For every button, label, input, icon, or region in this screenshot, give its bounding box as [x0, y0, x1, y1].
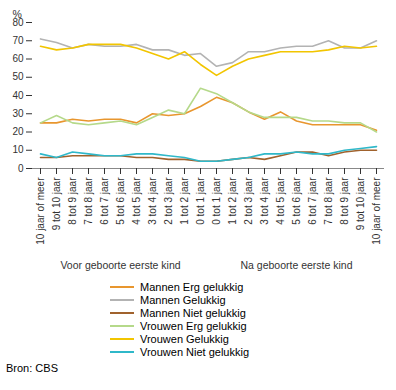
svg-text:9 tot 10 jaar: 9 tot 10 jaar — [51, 177, 62, 230]
svg-text:Na geboorte eerste kind: Na geboorte eerste kind — [240, 259, 352, 271]
svg-text:8 tot 9 jaar: 8 tot 9 jaar — [67, 177, 78, 225]
svg-text:10 jaar of meer: 10 jaar of meer — [35, 177, 46, 245]
svg-text:20: 20 — [12, 126, 24, 137]
svg-text:3 tot 4 jaar: 3 tot 4 jaar — [259, 177, 270, 225]
svg-text:30: 30 — [12, 108, 24, 119]
html-text:Mannen Niet gelukkig: Mannen Niet gelukkig — [140, 306, 246, 319]
svg-text:70: 70 — [12, 35, 24, 46]
svg-text:8 tot 9 jaar: 8 tot 9 jaar — [339, 177, 350, 225]
svg-text:10: 10 — [12, 144, 24, 155]
svg-text:1 tot 2 jaar: 1 tot 2 jaar — [227, 177, 238, 225]
svg-text:10 jaar of meer: 10 jaar of meer — [371, 177, 382, 245]
svg-text:7 tot 8 jaar: 7 tot 8 jaar — [323, 177, 334, 225]
svg-text:4 tot 5 jaar: 4 tot 5 jaar — [275, 177, 286, 225]
html-text:Vrouwen Erg gelukkig: Vrouwen Erg gelukkig — [140, 319, 247, 332]
html-text:Vrouwen Niet gelukkig: Vrouwen Niet gelukkig — [140, 345, 249, 358]
svg-text:Voor geboorte eerste kind: Voor geboorte eerste kind — [60, 259, 180, 271]
svg-text:6 tot 7 jaar: 6 tot 7 jaar — [99, 177, 110, 225]
svg-text:1 tot 2 jaar: 1 tot 2 jaar — [179, 177, 190, 225]
svg-text:3 tot 4 jaar: 3 tot 4 jaar — [147, 177, 158, 225]
html-text:Bron: CBS: Bron: CBS — [6, 362, 58, 374]
svg-text:80: 80 — [12, 16, 24, 28]
svg-text:60: 60 — [12, 53, 24, 64]
svg-text:2 tot 3 jaar: 2 tot 3 jaar — [163, 177, 174, 225]
svg-text:5 tot 6 jaar: 5 tot 6 jaar — [115, 177, 126, 225]
svg-text:50: 50 — [12, 71, 24, 82]
svg-text:4 tot 5 jaar: 4 tot 5 jaar — [131, 177, 142, 225]
svg-text:0: 0 — [18, 163, 24, 174]
html-text:Mannen Erg gelukkig: Mannen Erg gelukkig — [140, 280, 244, 293]
svg-text:9 tot 10 jaar: 9 tot 10 jaar — [355, 177, 366, 230]
svg-text:2 tot 3 jaar: 2 tot 3 jaar — [243, 177, 254, 225]
svg-text:%: % — [13, 8, 22, 20]
svg-text:0 tot 1 jaar: 0 tot 1 jaar — [195, 177, 206, 225]
svg-text:5 tot 6 jaar: 5 tot 6 jaar — [291, 177, 302, 225]
html-text:Mannen Gelukkig: Mannen Gelukkig — [140, 293, 226, 306]
svg-text:7 tot 8 jaar: 7 tot 8 jaar — [83, 177, 94, 225]
html-text:Vrouwen Gelukkig: Vrouwen Gelukkig — [140, 332, 229, 345]
svg-text:40: 40 — [12, 90, 24, 101]
svg-text:0 tot 1 jaar: 0 tot 1 jaar — [211, 177, 222, 225]
svg-text:6 tot 7 jaar: 6 tot 7 jaar — [307, 177, 318, 225]
